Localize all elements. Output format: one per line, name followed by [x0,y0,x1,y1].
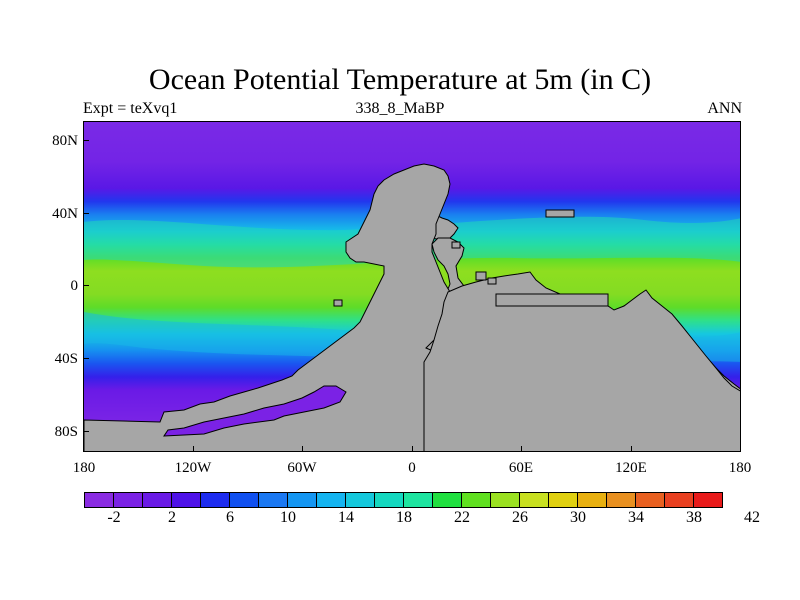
map-title: Ocean Potential Temperature at 5m (in C) [148,63,652,96]
island-small-2 [451,241,461,249]
colorbar-swatch [490,492,520,508]
temperature-map [83,121,741,452]
colorbar-swatch [664,492,694,508]
colorbar-swatch [287,492,317,508]
colorbar-swatch [84,492,114,508]
colorbar-swatch [171,492,201,508]
lat-tick [83,140,89,141]
colorbar-swatch [374,492,404,508]
colorbar-label: 38 [686,509,702,526]
lat-label-80n: 80N [52,133,78,149]
colorbar-label: 30 [570,509,586,526]
island-small-4 [487,277,497,285]
lat-tick [83,213,89,214]
lat-label-40n: 40N [52,206,78,222]
colorbar-label: 6 [226,509,234,526]
island-arc [495,293,609,307]
lat-tick [83,285,89,286]
colorbar-swatch [200,492,230,508]
colorbar-swatch [519,492,549,508]
lon-label-120e: 120E [615,460,647,476]
colorbar-label: -2 [107,509,121,526]
lon-tick [302,446,303,452]
colorbar-label: 26 [512,509,528,526]
colorbar-label: 34 [628,509,644,526]
island-east-asia [545,209,575,218]
colorbar-label: 2 [168,509,176,526]
colorbar-swatch [403,492,433,508]
colorbar-swatch [258,492,288,508]
colorbar-swatch [345,492,375,508]
colorbar-swatch [142,492,172,508]
islands [333,209,609,307]
lon-tick [521,446,522,452]
map-canvas [84,122,740,451]
lon-tick [193,446,194,452]
colorbar-swatch [432,492,462,508]
lon-label-60w: 60W [287,460,317,476]
lat-label-40s: 40S [54,351,78,367]
lat-label-0: 0 [70,278,79,294]
lon-label-120w: 120W [174,460,212,476]
southern-ocean-inlets [163,385,347,437]
lon-label-0: 0 [408,460,416,476]
period-label: 338_8_MaBP [355,100,445,117]
colorbar-label: 14 [338,509,354,526]
lat-tick [83,358,89,359]
colorbar-swatch [113,492,143,508]
colorbar-swatch [316,492,346,508]
continents [84,163,740,451]
colorbar-swatch [461,492,491,508]
lon-tick [412,446,413,452]
season-label: ANN [707,100,742,117]
colorbar-swatch [635,492,665,508]
island-small-3 [475,271,487,281]
colorbar-swatch [693,492,723,508]
lon-label-180w: 180 [72,460,96,476]
colorbar-swatch [548,492,578,508]
lon-tick [631,446,632,452]
lon-label-60e: 60E [508,460,534,476]
lon-label-180e: 180 [728,460,752,476]
lat-label-80s: 80S [54,424,78,440]
colorbar-swatch [606,492,636,508]
experiment-label: Expt = teXvq1 [83,100,178,117]
island-small-1 [333,299,343,307]
lat-tick [83,431,89,432]
colorbar-label: 22 [454,509,470,526]
colorbar [84,492,723,508]
colorbar-swatch [577,492,607,508]
colorbar-label: 10 [280,509,296,526]
colorbar-label: 18 [396,509,412,526]
colorbar-label: 42 [744,509,760,526]
colorbar-swatch [229,492,259,508]
